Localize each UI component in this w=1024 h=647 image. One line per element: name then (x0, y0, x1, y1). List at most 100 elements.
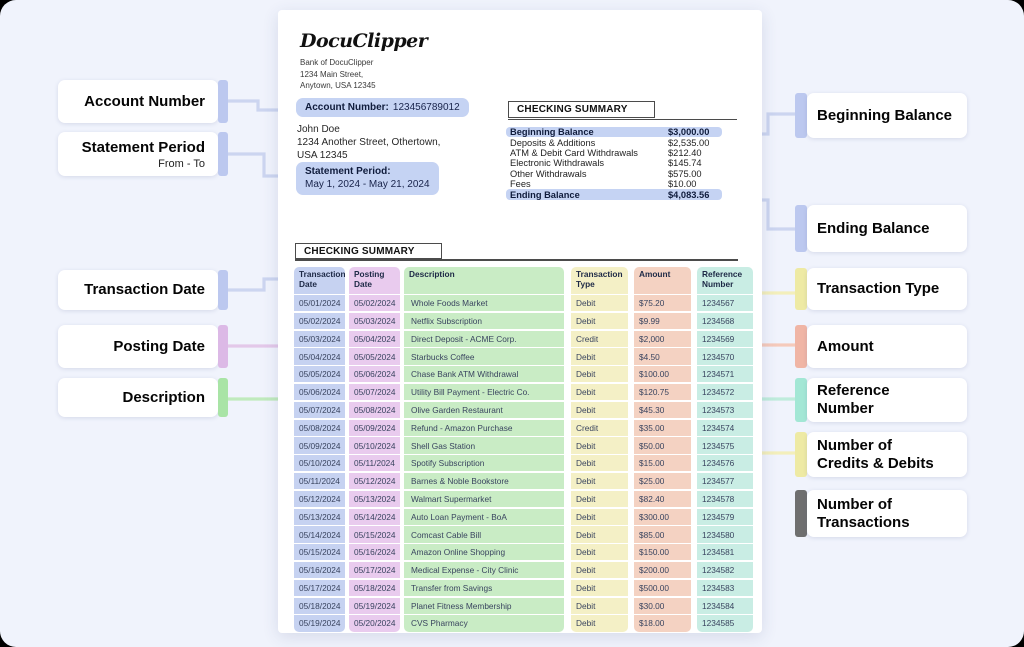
column-transaction-date: Transaction Date 05/01/2024 05/02/2024 05/0… (294, 267, 345, 632)
table-cell: 1234569 (697, 330, 753, 347)
customer-address-line: USA 12345 (297, 150, 348, 161)
summary-row-label: Electronic Withdrawals (510, 158, 605, 169)
label-title: Number of Credits & Debits (817, 436, 934, 472)
label-description: Description (58, 378, 228, 417)
table-cell: Chase Bank ATM Withdrawal (404, 366, 564, 383)
table-cell: $85.00 (634, 526, 691, 543)
table-cell: $25.00 (634, 472, 691, 490)
table-cell: 1234584 (697, 597, 753, 614)
column-header: Transaction Date (294, 267, 345, 294)
table-cell: Transfer from Savings (404, 579, 564, 597)
table-cell: 1234578 (697, 490, 753, 508)
summary-row-value: $3,000.00 (668, 127, 710, 138)
summary-rule (508, 118, 737, 120)
table-cell: 05/09/2024 (349, 419, 400, 436)
table-cell: $300.00 (634, 508, 691, 525)
table-cell: 05/10/2024 (294, 455, 345, 472)
summary-row-value: $575.00 (668, 168, 702, 179)
table-cell: Debit (571, 526, 628, 543)
label-title: Amount (817, 337, 874, 355)
accent-bar (218, 270, 228, 310)
table-cell: Utility Bill Payment - Electric Co. (404, 383, 564, 401)
table-cell: 1234567 (697, 295, 753, 312)
table-cell: 05/02/2024 (349, 295, 400, 312)
table-cell: 05/04/2024 (349, 330, 400, 347)
table-cell: Direct Deposit - ACME Corp. (404, 330, 564, 347)
account-number-label: Account Number: (305, 102, 389, 113)
column-header: Posting Date (349, 267, 400, 294)
table-cell: Debit (571, 490, 628, 508)
table-cell: Debit (571, 561, 628, 579)
summary-row-label: Other Withdrawals (510, 168, 587, 179)
table-cell: 05/03/2024 (349, 312, 400, 330)
summary-row: Fees $10.00 (506, 179, 722, 189)
table-cell: 05/08/2024 (294, 419, 345, 436)
table-cell: 05/19/2024 (349, 597, 400, 614)
table-cell: $4.50 (634, 348, 691, 365)
table-cell: 1234579 (697, 508, 753, 525)
checking-summary-rows: Beginning Balance $3,000.00 Deposits & Add… (506, 127, 722, 200)
accent-bar (218, 132, 228, 176)
label-title: Transaction Date (84, 281, 205, 298)
table-cell: 05/20/2024 (349, 615, 400, 632)
table-cell: 1234581 (697, 544, 753, 561)
table-cell: $75.20 (634, 295, 691, 312)
table-cell: Amazon Online Shopping (404, 544, 564, 561)
transaction-table: Transaction Date 05/01/2024 05/02/2024 05/0… (294, 267, 753, 632)
summary-row: Deposits & Additions $2,535.00 (506, 137, 722, 148)
summary-row-value: $4,083.56 (668, 189, 710, 200)
table-cell: 1234568 (697, 312, 753, 330)
summary-row: ATM & Debit Card Withdrawals $212.40 (506, 148, 722, 158)
label-title: Reference Number (817, 382, 890, 417)
label-reference-number: Reference Number (795, 378, 967, 422)
table-cell: Debit (571, 383, 628, 401)
table-cell: 05/11/2024 (294, 472, 345, 490)
summary-row-value: $145.74 (668, 158, 702, 169)
bank-statement-document: DocuClipper Bank of DocuClipper 1234 Main… (278, 10, 762, 633)
accent-bar (795, 93, 807, 138)
table-cell: 05/02/2024 (294, 312, 345, 330)
label-statement-period: Statement Period From - To (58, 132, 228, 176)
table-cell: 1234575 (697, 437, 753, 454)
summary-row: Ending Balance $4,083.56 (506, 189, 722, 200)
table-cell: 05/18/2024 (294, 597, 345, 614)
table-cell: 05/04/2024 (294, 348, 345, 365)
table-cell: Starbucks Coffee (404, 348, 564, 365)
label-title: Posting Date (113, 337, 205, 355)
table-cell: 05/13/2024 (294, 508, 345, 525)
account-number-value: 123456789012 (392, 102, 460, 113)
label-account-number: Account Number (58, 80, 228, 123)
checking-summary-title: CHECKING SUMMARY (508, 101, 655, 118)
table-cell: 05/06/2024 (349, 366, 400, 383)
table-cell: Debit (571, 615, 628, 632)
label-title: Transaction Type (817, 280, 940, 297)
table-cell: Shell Gas Station (404, 437, 564, 454)
table-cell: Debit (571, 508, 628, 525)
table-cell: 05/09/2024 (294, 437, 345, 454)
table-cell: 05/15/2024 (294, 544, 345, 561)
column-description: Description Whole Foods Market Netflix Sub… (404, 267, 564, 632)
table-cell: 1234574 (697, 419, 753, 436)
table-cell: 1234576 (697, 455, 753, 472)
table-cell: Debit (571, 401, 628, 419)
table-cell: 05/05/2024 (349, 348, 400, 365)
column-header: Description (404, 267, 564, 294)
column-amount: Amount $75.20 $9.99 $2,000 $4.50 $100.00 $120.… (634, 267, 691, 632)
table-cell: $120.75 (634, 383, 691, 401)
table-cell: 05/12/2024 (294, 490, 345, 508)
transaction-section-rule (295, 259, 738, 261)
table-cell: $50.00 (634, 437, 691, 454)
table-cell: 05/17/2024 (294, 579, 345, 597)
accent-bar (795, 432, 807, 477)
table-cell: $45.30 (634, 401, 691, 419)
table-cell: Netflix Subscription (404, 312, 564, 330)
table-cell: CVS Pharmacy (404, 615, 564, 632)
table-cell: Debit (571, 597, 628, 614)
table-cell: Planet Fitness Membership (404, 597, 564, 614)
table-cell: 1234572 (697, 383, 753, 401)
table-cell: 05/12/2024 (349, 472, 400, 490)
customer-address-line: John Doe (297, 124, 340, 135)
table-cell: Barnes & Noble Bookstore (404, 472, 564, 490)
label-title: Account Number (84, 92, 205, 110)
